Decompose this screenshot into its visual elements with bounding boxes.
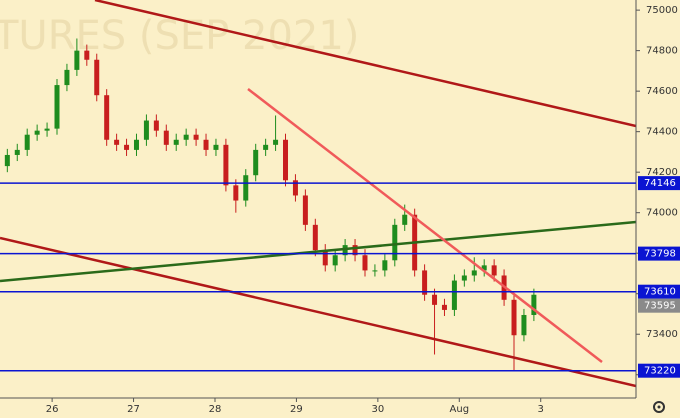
candle-body [263,144,269,150]
candle-body [372,270,378,272]
candle-body [104,95,110,140]
candle-body [441,304,447,310]
x-tick-label: 3 [538,404,544,415]
candle-body [143,120,149,140]
candle-body [114,139,120,145]
y-tick-label: 73400 [646,329,678,340]
candle-body [64,69,70,86]
trend-line [0,236,637,388]
candle-body [322,250,328,266]
y-tick-label: 74400 [646,127,678,138]
price-tag-label: 73220 [644,366,676,377]
candle-body [94,59,100,96]
candle-body [14,149,20,155]
x-tick-label: 27 [127,404,140,415]
candle-body [203,139,209,150]
x-tick-label: 29 [290,404,303,415]
candle-body [233,185,239,201]
candle-body [153,120,159,131]
candle-body [163,130,169,145]
candle-body [461,275,467,281]
candle-body [183,134,189,140]
candle-body [511,299,517,336]
candle-body [392,224,398,261]
candle-body [74,50,80,70]
candle-body [451,280,457,310]
candle-body [352,245,358,256]
candle-body [44,128,50,131]
candle-body [481,265,487,271]
price-tag [638,363,680,378]
candle-body [302,195,308,225]
candle-body [491,265,497,276]
candle-body [471,270,477,276]
candle-body [213,144,219,150]
trend-line [94,0,637,128]
candle-body [193,134,199,140]
gear-center[interactable] [657,405,661,409]
candle-body [283,139,289,181]
x-tick-label: Aug [450,404,470,415]
candle-body [253,149,259,176]
candle-body [312,224,318,251]
candle-body [24,134,30,150]
x-tick-label: 30 [371,404,384,415]
price-tag [638,284,680,299]
x-tick-label: 28 [209,404,222,415]
candle-body [243,175,249,201]
price-tag [638,176,680,191]
trend-line [0,220,637,283]
price-tag-label: 73610 [644,287,676,298]
trend-line [247,88,603,363]
y-tick-label: 74800 [646,46,678,57]
candle-body [84,50,90,60]
candle-body [223,144,229,186]
candle-body [133,139,139,150]
price-tag-label: 73798 [644,249,676,260]
candle-body [332,255,338,266]
candle-body [362,255,368,271]
candle-body [382,260,388,271]
candle-body [521,314,527,336]
candle-body [422,270,428,295]
candle-body [402,214,408,225]
candle-body [124,144,130,150]
candle-body [54,85,60,129]
x-tick-label: 26 [46,404,59,415]
settings-icon[interactable] [653,401,665,413]
y-tick-label: 75000 [646,5,678,16]
y-tick-label: 74200 [646,167,678,178]
y-tick-label: 74000 [646,208,678,219]
candle-body [4,154,10,167]
candle-body [292,180,298,196]
candle-body [34,130,40,135]
price-tag [638,246,680,261]
candle-body [273,139,279,145]
y-tick-label: 74600 [646,86,678,97]
candle-body [173,139,179,145]
price-tag [638,298,680,313]
price-tag-label: 73595 [644,301,676,312]
gear[interactable] [653,401,665,413]
price-tag-label: 74146 [644,178,676,189]
candle-body [432,294,438,305]
candle-body [531,294,537,315]
